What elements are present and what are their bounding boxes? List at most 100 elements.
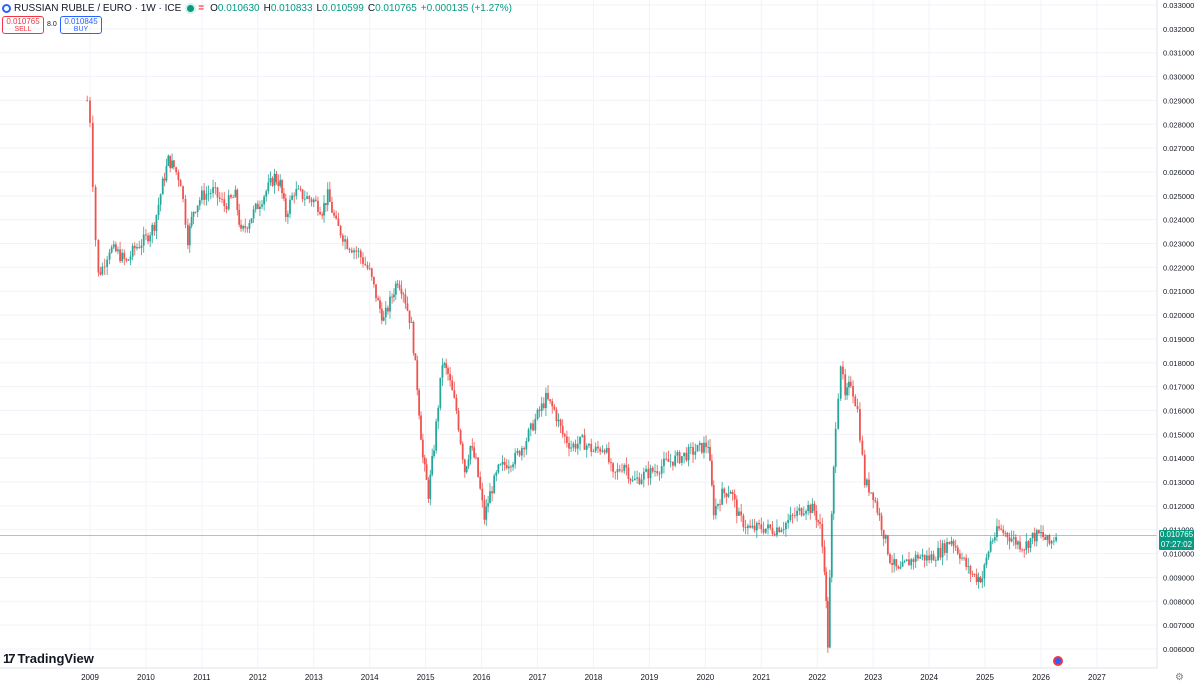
candle-body xyxy=(382,317,385,321)
candle-body xyxy=(234,189,237,198)
candle-body xyxy=(861,440,864,455)
candle-body xyxy=(1050,541,1053,544)
candle-body xyxy=(433,450,435,457)
candle-body xyxy=(538,409,541,411)
candle-body xyxy=(527,429,530,441)
candle-body xyxy=(817,520,820,522)
candle-body xyxy=(633,478,636,480)
candle-body xyxy=(439,377,442,408)
candle-body xyxy=(555,409,558,422)
candle-body xyxy=(941,543,944,558)
candle-body xyxy=(649,467,652,479)
candle-body xyxy=(114,244,117,252)
tradingview-logo[interactable]: 17 TradingView xyxy=(3,651,94,666)
candle-body xyxy=(760,524,763,530)
candle-body xyxy=(244,226,247,228)
currency-logo-icon xyxy=(2,3,11,13)
time-tick-label: 2024 xyxy=(920,673,938,682)
candle-body xyxy=(758,522,760,525)
candle-body xyxy=(621,470,623,472)
candle-body xyxy=(773,533,776,536)
candle-body xyxy=(623,464,626,472)
candle-body xyxy=(491,491,493,494)
candle-body xyxy=(306,196,308,199)
candle-body xyxy=(380,308,383,321)
candle-body xyxy=(457,410,460,430)
candle-body xyxy=(471,446,474,448)
candle-body xyxy=(335,215,338,219)
candle-body xyxy=(138,247,141,248)
candle-body xyxy=(140,245,143,248)
candle-body xyxy=(878,512,881,516)
candle-body xyxy=(404,294,407,304)
candle-body xyxy=(370,268,373,277)
price-tick-label: 0.012000 xyxy=(1163,502,1194,511)
time-tick-label: 2026 xyxy=(1032,673,1050,682)
candle-body xyxy=(398,284,401,289)
candle-body xyxy=(133,245,136,249)
candle-body xyxy=(946,541,948,553)
candle-body xyxy=(1019,541,1021,550)
candle-body xyxy=(1042,531,1044,538)
candle-body xyxy=(800,508,803,516)
candle-body xyxy=(771,528,774,534)
settings-gear-icon[interactable]: ⚙ xyxy=(1175,672,1184,683)
candle-body xyxy=(954,545,957,548)
candle-body xyxy=(123,252,126,259)
candle-body xyxy=(625,464,628,468)
candle-body xyxy=(908,559,910,566)
candle-body xyxy=(155,215,158,231)
candle-body xyxy=(312,199,315,203)
price-tick-label: 0.016000 xyxy=(1163,406,1194,415)
candle-body xyxy=(171,160,173,168)
candle-body xyxy=(825,571,828,601)
candle-body xyxy=(192,211,195,217)
candle-body xyxy=(1025,541,1028,551)
candle-body xyxy=(545,392,547,409)
candle-body xyxy=(1004,532,1007,534)
candle-body xyxy=(1008,537,1011,542)
candle-body xyxy=(989,541,992,552)
candle-body xyxy=(782,529,785,530)
candle-body xyxy=(848,381,850,388)
time-tick-label: 2018 xyxy=(585,673,603,682)
symbol-title[interactable]: RUSSIAN RUBLE / EURO · 1W · ICE xyxy=(14,2,182,14)
candle-body xyxy=(631,479,634,481)
candle-body xyxy=(505,465,508,469)
candle-body xyxy=(710,460,713,486)
candle-body xyxy=(676,452,679,456)
candle-body xyxy=(753,525,756,531)
candle-body xyxy=(811,503,814,514)
time-tick-label: 2019 xyxy=(641,673,659,682)
candle-body xyxy=(112,244,115,248)
candle-body xyxy=(161,178,164,195)
price-tick-label: 0.033000 xyxy=(1163,1,1194,10)
session-marker-icon[interactable] xyxy=(1053,656,1063,666)
candle-body xyxy=(142,234,145,246)
price-tick-label: 0.021000 xyxy=(1163,287,1194,296)
buy-button[interactable]: 0.010845 BUY xyxy=(60,16,102,34)
candle-body xyxy=(876,501,879,513)
candle-body xyxy=(216,187,219,198)
candle-body xyxy=(165,165,168,181)
candle-body xyxy=(725,493,728,497)
candle-body xyxy=(559,419,562,426)
candle-body xyxy=(99,272,102,275)
candle-body xyxy=(453,390,456,398)
candle-body xyxy=(977,577,980,582)
sell-button[interactable]: 0.010765 SELL xyxy=(2,16,44,34)
candle-body xyxy=(963,557,965,559)
candle-body xyxy=(698,442,701,446)
candle-body xyxy=(581,435,584,437)
candle-body xyxy=(830,513,833,578)
candle-body xyxy=(299,188,302,190)
candle-body xyxy=(396,283,399,285)
candle-body xyxy=(740,511,743,516)
candle-body xyxy=(570,447,572,449)
candle-body xyxy=(991,540,994,542)
candle-body xyxy=(551,401,554,407)
candle-body xyxy=(281,180,283,194)
candle-body xyxy=(769,524,772,529)
time-tick-label: 2009 xyxy=(81,673,99,682)
